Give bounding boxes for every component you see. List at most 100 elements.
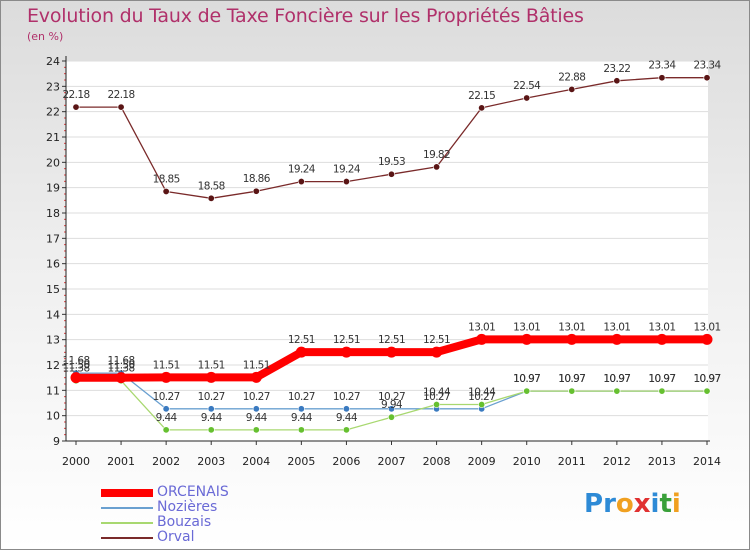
- data-label: 11.38: [108, 363, 135, 375]
- data-point: [207, 426, 215, 434]
- chart-subtitle: (en %): [27, 30, 64, 43]
- data-point: [656, 333, 668, 345]
- data-label: 23.22: [603, 63, 630, 75]
- logo-letter: t: [659, 489, 672, 519]
- data-point: [252, 426, 260, 434]
- logo-letter: i: [650, 489, 660, 519]
- data-label: 11.68: [62, 355, 89, 367]
- data-label: 12.51: [378, 334, 405, 346]
- data-point: [162, 187, 170, 195]
- data-label: 10.97: [648, 373, 675, 385]
- data-point: [658, 74, 666, 82]
- data-label: 13.01: [558, 321, 585, 333]
- chart-title: Evolution du Taux de Taxe Foncière sur l…: [27, 5, 584, 27]
- legend-label-orcenais: ORCENAIS: [157, 484, 229, 500]
- data-label: 9.44: [156, 412, 178, 424]
- data-point: [611, 333, 623, 345]
- data-point: [386, 346, 397, 358]
- data-label: 18.86: [243, 173, 271, 185]
- data-label: 11.68: [108, 355, 135, 367]
- data-label: 10.27: [378, 391, 405, 403]
- data-label: 13.01: [603, 321, 630, 333]
- data-point: [523, 387, 531, 395]
- data-point: [250, 371, 262, 383]
- data-label: 11.50: [108, 360, 135, 372]
- data-point: [658, 387, 666, 395]
- legend-swatch-orcenais: [101, 489, 153, 497]
- proxiti-logo: Proxiti: [584, 489, 681, 519]
- logo-letter: P: [584, 489, 604, 519]
- data-point: [297, 426, 305, 434]
- data-label: 13.01: [468, 321, 495, 333]
- legend-label-nozieres: Nozières: [157, 499, 218, 515]
- x-tick-label: 2011: [558, 455, 586, 468]
- logo-letter: r: [603, 489, 616, 519]
- data-label: 10.27: [153, 391, 180, 403]
- legend-swatch-nozieres: [101, 507, 153, 509]
- legend-item-orcenais: ORCENAIS: [101, 485, 361, 500]
- y-tick-label: 16: [46, 258, 60, 271]
- data-label: 12.51: [288, 334, 315, 346]
- data-label: 19.53: [378, 156, 405, 168]
- data-point: [387, 170, 395, 178]
- data-label: 9.94: [381, 399, 403, 411]
- y-tick-label: 12: [46, 359, 60, 372]
- data-label: 22.18: [108, 89, 135, 101]
- data-label: 11.51: [153, 359, 180, 371]
- data-label: 10.27: [288, 391, 315, 403]
- x-tick-label: 2014: [693, 455, 721, 468]
- data-point: [613, 387, 621, 395]
- y-tick-label: 13: [46, 334, 60, 347]
- data-point: [205, 371, 217, 383]
- data-label: 10.97: [603, 373, 630, 385]
- data-point: [160, 371, 172, 383]
- legend-swatch-orval: [101, 537, 153, 539]
- data-point: [252, 405, 260, 413]
- legend-item-nozieres: Nozières: [101, 500, 361, 515]
- data-label: 10.44: [423, 387, 451, 399]
- data-label: 13.01: [648, 321, 675, 333]
- data-label: 22.15: [468, 90, 495, 102]
- data-label: 10.27: [243, 391, 270, 403]
- y-tick-label: 17: [46, 232, 60, 245]
- data-label: 13.01: [513, 321, 540, 333]
- data-label: 19.82: [423, 149, 450, 161]
- logo-letter: i: [671, 489, 681, 519]
- y-tick-label: 22: [46, 106, 60, 119]
- data-label: 10.27: [333, 391, 360, 403]
- data-point: [162, 405, 170, 413]
- x-tick-label: 2010: [513, 455, 541, 468]
- data-point: [342, 178, 350, 186]
- x-tick-label: 2002: [152, 455, 180, 468]
- data-point: [433, 163, 441, 171]
- legend-label-bouzais: Bouzais: [157, 514, 212, 530]
- data-label: 10.97: [558, 373, 585, 385]
- x-tick-label: 2013: [648, 455, 676, 468]
- data-label: 22.54: [513, 80, 541, 92]
- data-point: [476, 333, 488, 345]
- y-tick-label: 10: [46, 410, 60, 423]
- data-label: 10.97: [558, 373, 585, 385]
- data-label: 19.24: [288, 164, 316, 176]
- x-tick-label: 2004: [242, 455, 270, 468]
- data-point: [340, 346, 352, 358]
- data-point: [295, 346, 307, 358]
- y-tick-label: 20: [46, 156, 60, 169]
- data-label: 10.97: [693, 373, 720, 385]
- data-point: [297, 405, 305, 413]
- x-tick-label: 2012: [603, 455, 631, 468]
- x-tick-label: 2000: [62, 455, 90, 468]
- data-point: [566, 333, 578, 345]
- data-label: 10.27: [198, 391, 225, 403]
- y-tick-label: 23: [46, 80, 60, 93]
- data-label: 9.44: [336, 412, 358, 424]
- legend-swatch-bouzais: [101, 522, 153, 524]
- data-label: 9.44: [201, 412, 223, 424]
- x-tick-label: 2005: [287, 455, 315, 468]
- data-point: [703, 74, 711, 82]
- data-label: 13.01: [693, 321, 720, 333]
- y-tick-label: 9: [53, 435, 60, 448]
- data-point: [342, 426, 350, 434]
